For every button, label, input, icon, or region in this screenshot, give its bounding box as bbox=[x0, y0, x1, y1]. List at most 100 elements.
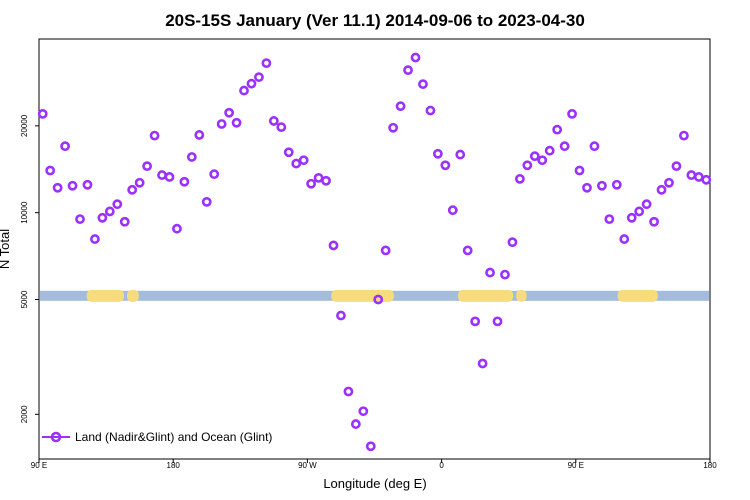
data-point bbox=[440, 160, 451, 171]
data-point bbox=[395, 101, 406, 112]
legend: Land (Nadir&Glint) and Ocean (Glint) bbox=[42, 430, 272, 444]
y-tick-label: 10000 bbox=[20, 201, 29, 224]
data-point bbox=[231, 117, 242, 128]
data-point bbox=[701, 174, 712, 185]
data-point bbox=[142, 161, 153, 172]
data-point bbox=[686, 170, 697, 180]
data-point bbox=[492, 316, 503, 327]
data-point bbox=[477, 358, 488, 369]
data-point bbox=[522, 160, 533, 171]
data-point bbox=[224, 107, 235, 118]
data-point bbox=[425, 105, 436, 116]
data-point bbox=[582, 182, 592, 193]
y-tick-label: 5000 bbox=[20, 290, 29, 308]
data-point bbox=[626, 212, 637, 223]
data-point bbox=[500, 269, 510, 280]
land-segment bbox=[516, 289, 527, 302]
data-point bbox=[261, 58, 272, 69]
data-point bbox=[134, 177, 145, 188]
data-point bbox=[671, 161, 682, 172]
data-point bbox=[664, 177, 674, 188]
data-point bbox=[104, 206, 115, 217]
data-point bbox=[403, 65, 413, 76]
data-point bbox=[75, 214, 85, 225]
data-point bbox=[276, 122, 287, 132]
data-point bbox=[246, 78, 257, 89]
land-segment bbox=[458, 289, 514, 302]
data-point bbox=[656, 184, 667, 195]
surface-band bbox=[40, 289, 709, 302]
data-point bbox=[90, 234, 100, 244]
data-point bbox=[358, 406, 369, 417]
data-point bbox=[157, 170, 167, 180]
data-point bbox=[336, 310, 346, 321]
land-segment bbox=[86, 289, 124, 302]
y-axis-label: N Total bbox=[0, 229, 12, 269]
data-point bbox=[470, 316, 481, 327]
data-point bbox=[37, 108, 48, 119]
data-point bbox=[418, 79, 428, 90]
data-point bbox=[186, 152, 197, 162]
x-tick-label: 0 bbox=[439, 461, 444, 470]
data-point bbox=[45, 165, 56, 176]
data-point bbox=[611, 179, 622, 190]
data-point bbox=[194, 130, 205, 140]
data-points bbox=[37, 52, 712, 452]
data-point bbox=[537, 155, 548, 166]
land-segment bbox=[126, 289, 139, 302]
x-tick-label: 180 bbox=[703, 461, 717, 470]
data-point bbox=[350, 419, 361, 429]
data-point bbox=[216, 119, 227, 129]
data-point bbox=[254, 72, 264, 83]
data-point bbox=[119, 216, 130, 227]
data-point bbox=[268, 116, 279, 126]
data-point bbox=[291, 158, 302, 169]
data-point bbox=[641, 199, 652, 210]
x-tick-label: 90 E bbox=[568, 461, 584, 470]
data-point bbox=[172, 223, 182, 234]
data-point bbox=[432, 148, 443, 159]
data-point bbox=[447, 205, 458, 216]
data-point bbox=[149, 130, 160, 141]
data-point bbox=[552, 124, 563, 135]
y-axis: 2000 5000 10000 20000 bbox=[20, 114, 39, 423]
plot-frame bbox=[38, 38, 711, 460]
data-point bbox=[507, 237, 518, 248]
data-point bbox=[67, 180, 78, 191]
land-segment bbox=[331, 289, 394, 302]
data-point bbox=[567, 108, 577, 119]
data-point bbox=[306, 178, 317, 189]
x-tick-label: 90 W bbox=[298, 461, 317, 470]
data-point bbox=[462, 245, 473, 256]
data-point bbox=[313, 172, 324, 183]
chart-title: 20S-15S January (Ver 11.1) 2014-09-06 to… bbox=[165, 11, 585, 30]
data-point bbox=[239, 85, 249, 96]
data-point bbox=[604, 214, 615, 225]
data-point bbox=[388, 122, 399, 133]
data-point bbox=[514, 173, 525, 184]
data-point bbox=[343, 386, 354, 397]
data-point bbox=[410, 52, 421, 63]
x-tick-label: 180 bbox=[167, 461, 181, 470]
x-axis: 90 E 180 90 W 0 90 E 180 bbox=[31, 459, 717, 470]
data-point bbox=[380, 245, 391, 256]
data-point bbox=[693, 172, 704, 182]
x-tick-label: 90 E bbox=[31, 461, 47, 470]
data-point bbox=[112, 199, 123, 210]
data-point bbox=[209, 169, 220, 180]
legend-label: Land (Nadir&Glint) and Ocean (Glint) bbox=[75, 430, 272, 444]
data-point bbox=[298, 155, 309, 166]
data-point bbox=[619, 234, 630, 244]
legend-marker bbox=[50, 431, 62, 443]
data-point bbox=[127, 184, 138, 195]
data-point bbox=[179, 176, 190, 187]
data-point bbox=[529, 151, 540, 162]
data-point bbox=[60, 141, 70, 152]
data-point bbox=[52, 182, 63, 193]
data-point bbox=[485, 267, 495, 278]
data-point bbox=[97, 212, 108, 223]
x-axis-label: Longitude (deg E) bbox=[323, 476, 426, 491]
data-point bbox=[82, 179, 93, 190]
data-point bbox=[679, 130, 689, 141]
